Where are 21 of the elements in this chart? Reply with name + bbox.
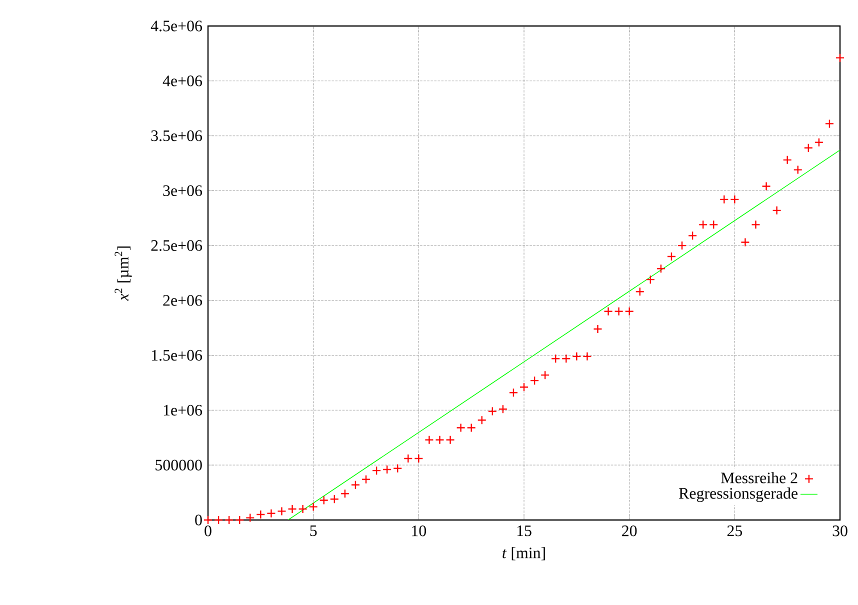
legend-label: Regressionsgerade xyxy=(679,488,798,502)
x-axis-title: t [min] xyxy=(502,547,545,560)
x-tick-label: 30 xyxy=(832,526,848,536)
y-tick-label: 1e+06 xyxy=(164,404,202,416)
y-tick-label: 1.5e+06 xyxy=(152,350,202,361)
y-tick-label: 500000 xyxy=(156,460,202,470)
y-tick-label: 4.5e+06 xyxy=(150,20,202,32)
y-tick-label: 3.5e+06 xyxy=(151,130,202,142)
x-tick-label: 0 xyxy=(204,526,212,536)
x-tick-label: 20 xyxy=(622,526,637,536)
x-tick-label: 10 xyxy=(412,526,426,536)
x-tick-label: 15 xyxy=(517,526,532,536)
y-tick-label: 3e+06 xyxy=(163,185,202,196)
x-tick-label: 25 xyxy=(727,526,742,536)
legend-label: Messreihe 2 xyxy=(721,472,798,484)
x-tick-label: 5 xyxy=(310,526,317,536)
y-tick-label: 2.5e+06 xyxy=(151,240,202,251)
y-axis-title: x$^{2}$ [µm$^{2}$] xyxy=(114,246,132,301)
y-tick-label: 4e+06 xyxy=(162,76,202,86)
y-tick-label: 0 xyxy=(195,514,202,526)
y-tick-label: 2e+06 xyxy=(163,295,202,306)
